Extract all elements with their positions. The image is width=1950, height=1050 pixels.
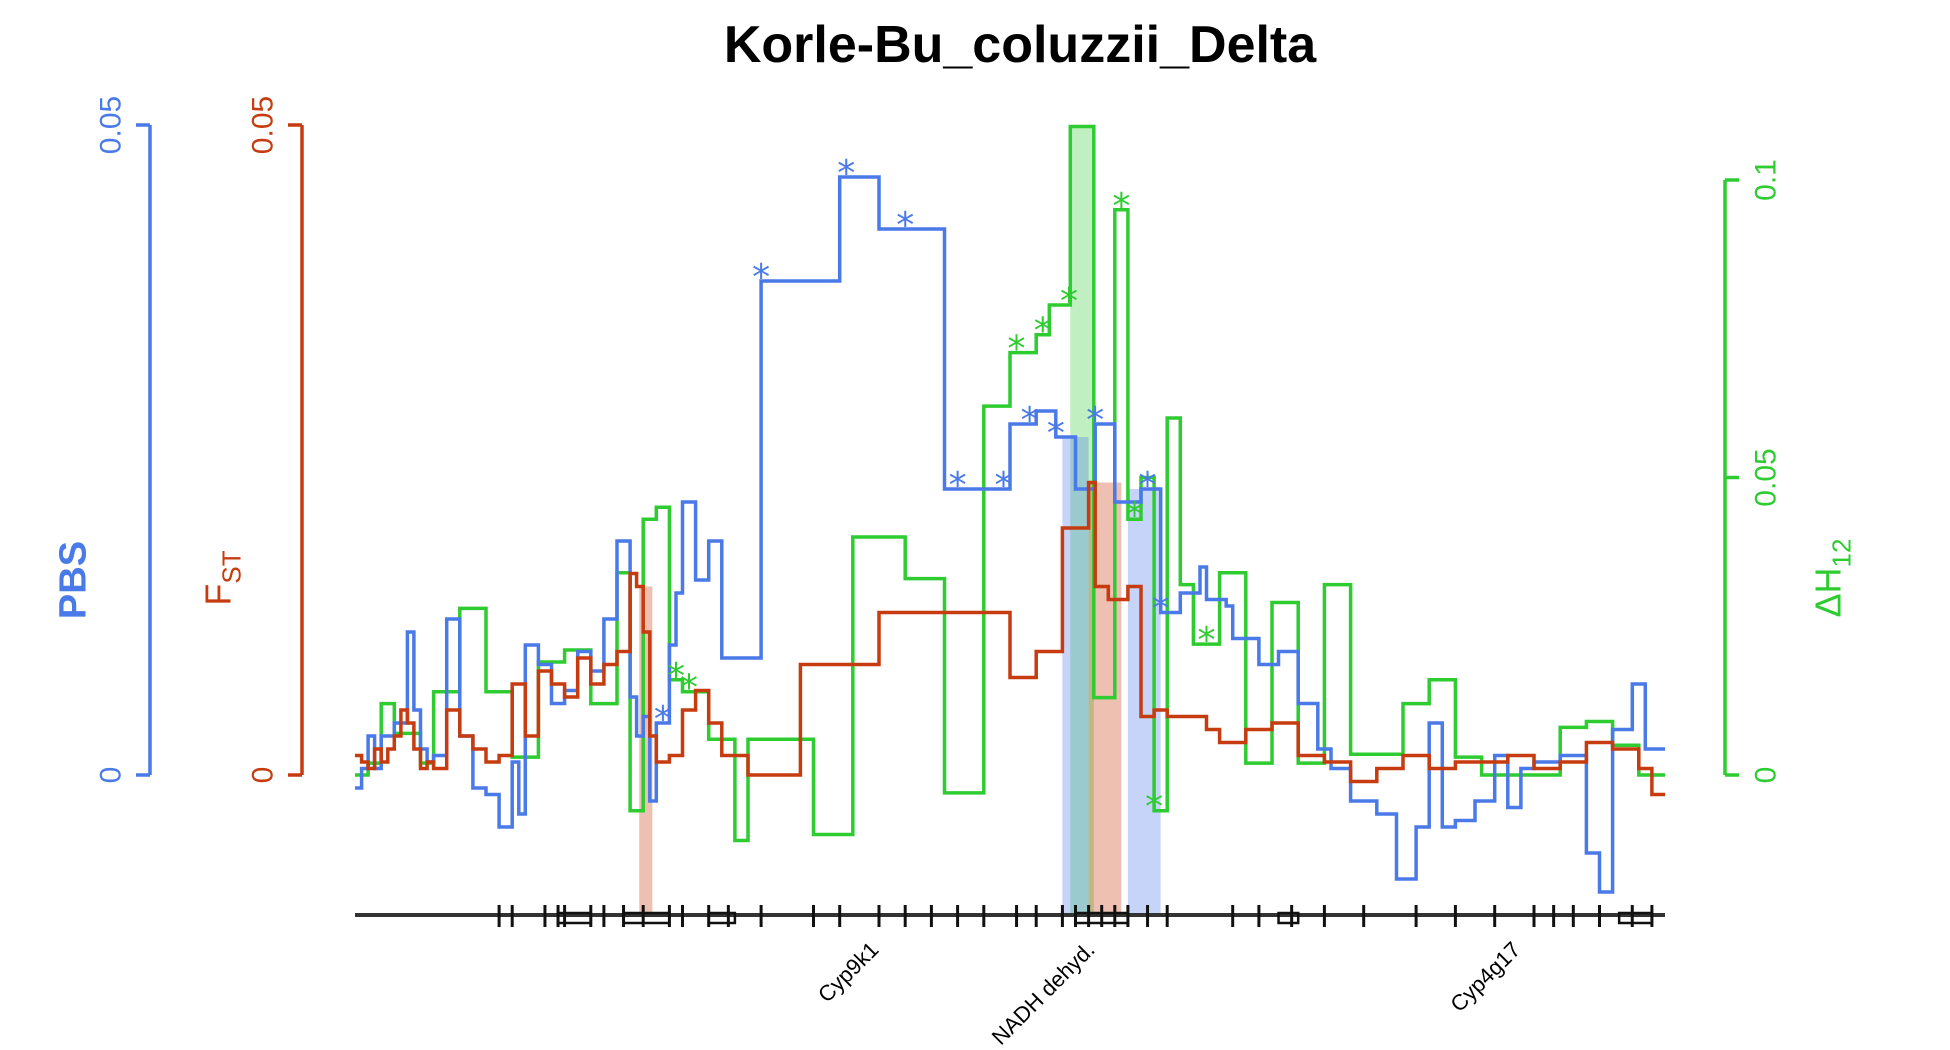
significance-star-h12-8: * xyxy=(1198,620,1216,661)
h12-axis: 0 0.05 0.1 ΔH12 xyxy=(1723,159,1857,784)
significance-star-pbs-8: * xyxy=(1086,400,1104,441)
chart-title: Korle-Bu_coluzzii_Delta xyxy=(724,16,1317,74)
significance-star-pbs-2: * xyxy=(837,153,855,194)
h12-tick-label-2: 0.1 xyxy=(1750,159,1783,201)
significance-star-h12-7: * xyxy=(1145,787,1163,828)
significance-star-pbs-1: * xyxy=(752,257,770,298)
highlight-band-pbs-2 xyxy=(1062,437,1089,915)
fst-axis-label: FST xyxy=(198,550,247,605)
pbs-tick-label-1: 0.05 xyxy=(95,96,128,154)
series-line-pbs xyxy=(355,175,1665,894)
gene-feature-box-5 xyxy=(1617,911,1654,925)
gene-label-cyp9k1: Cyp9k1 xyxy=(813,937,883,1007)
gene-feature-box-3 xyxy=(1074,911,1130,925)
significance-star-pbs-3: * xyxy=(896,205,914,246)
significance-star-h12-3: * xyxy=(1034,311,1052,352)
significance-star-h12-0: * xyxy=(667,656,685,697)
significance-star-h12-5: * xyxy=(1112,186,1130,227)
significance-star-pbs-9: * xyxy=(1139,465,1157,506)
series-lines xyxy=(355,124,1665,894)
h12-tick-label-1: 0.05 xyxy=(1750,448,1783,506)
pbs-tick-label-0: 0 xyxy=(95,767,128,784)
significance-star-h12-2: * xyxy=(1008,329,1026,370)
h12-tick-label-0: 0 xyxy=(1750,767,1783,784)
h12-label-main: ΔH xyxy=(1808,567,1849,617)
pbs-axis: 0 0.05 PBS xyxy=(52,96,152,784)
gene-feature-box-1 xyxy=(622,911,671,925)
significance-star-pbs-10: * xyxy=(1152,589,1170,630)
highlight-band-h12-1 xyxy=(1070,126,1094,915)
highlight-bands xyxy=(639,126,1161,915)
fst-label-main: F xyxy=(198,584,239,606)
significance-star-pbs-4: * xyxy=(949,465,967,506)
fst-tick-label-1: 0.05 xyxy=(247,96,280,154)
series-line-h12 xyxy=(355,124,1665,843)
significance-star-pbs-5: * xyxy=(994,465,1012,506)
gene-feature-box-4 xyxy=(1277,911,1300,925)
significance-star-pbs-6: * xyxy=(1021,400,1039,441)
gene-track: Cyp9k1 NADH dehyd. Cyp4g17 xyxy=(355,905,1665,1050)
significance-star-pbs-7: * xyxy=(1047,413,1065,454)
significance-star-h12-1: * xyxy=(680,668,698,709)
h12-label-sub: 12 xyxy=(1827,539,1857,568)
series-line-fst xyxy=(355,480,1665,797)
h12-axis-label: ΔH12 xyxy=(1808,539,1857,618)
significance-star-pbs-0: * xyxy=(654,699,672,740)
gene-feature-box-2 xyxy=(707,911,737,925)
significance-stars: ***** ** * ****** ****** xyxy=(654,153,1216,828)
fst-label-sub: ST xyxy=(217,550,247,583)
fst-tick-label-0: 0 xyxy=(247,767,280,784)
fst-axis: 0 0.05 FST xyxy=(198,96,304,784)
significance-star-h12-4: * xyxy=(1060,281,1078,322)
gene-label-nadh-dehyd: NADH dehyd. xyxy=(987,937,1100,1050)
gene-label-cyp4g17: Cyp4g17 xyxy=(1445,937,1525,1017)
gene-features xyxy=(497,905,1654,927)
significance-star-h12-6: * xyxy=(1125,495,1143,536)
pbs-axis-label: PBS xyxy=(52,541,94,619)
gene-feature-box-0 xyxy=(556,911,593,925)
